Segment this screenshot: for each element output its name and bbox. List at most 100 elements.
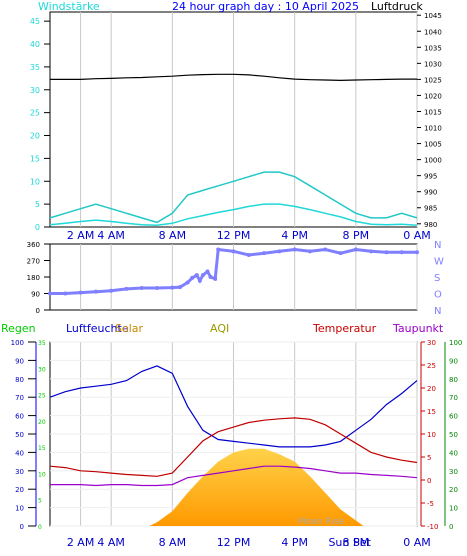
pressure-tick-label: 1015: [424, 108, 442, 116]
climate-x-tick-label: 0 AM: [403, 536, 431, 549]
direction-tick-label: 270: [27, 258, 40, 266]
label-temperature: Temperatur: [312, 322, 377, 335]
pressure-tick-label: 1000: [424, 157, 442, 165]
pressure-tick-label: 1045: [424, 12, 442, 20]
wind-x-tick-label: 2 AM: [67, 229, 95, 242]
temperature-line: [49, 417, 418, 477]
wind-direction-point: [170, 285, 175, 290]
wind-direction-point: [185, 280, 190, 285]
wind-direction-point: [200, 273, 205, 278]
humidity-tick-label: 80: [15, 376, 24, 384]
dewpoint-tick-label: 100: [449, 339, 462, 347]
dewpoint-tick-label: 40: [449, 449, 458, 457]
humidity-tick-label: 100: [11, 339, 24, 347]
direction-tick-label: 90: [31, 291, 40, 299]
wind-direction-point: [323, 247, 328, 252]
wind-direction-point: [48, 291, 52, 296]
wind-direction-point: [307, 249, 312, 254]
humidity-tick-label: 60: [15, 413, 24, 421]
climate-x-tick-label: 4 PM: [281, 536, 308, 549]
wind-direction-point: [194, 273, 199, 278]
rain-tick-label: 30: [38, 366, 46, 373]
humidity-tick-label: 90: [15, 357, 24, 365]
wind-direction-point: [262, 251, 267, 256]
wind-direction-line: [50, 247, 417, 295]
rain-tick-label: 10: [38, 471, 46, 478]
humidity-tick-label: 40: [15, 449, 24, 457]
pressure-tick-label: 1005: [424, 141, 442, 149]
humidity-tick-label: 30: [15, 468, 24, 476]
pressure-tick-label: 1020: [424, 92, 442, 100]
climate-series: [49, 365, 418, 526]
direction-tick-label: 180: [27, 274, 40, 282]
wind-tick-label: 35: [30, 63, 40, 72]
pressure-axis: 980 985 990 995 1000 1005 1010 1015 1020 1025 1030…: [417, 12, 442, 229]
wind-axis-label: Windstärke: [38, 0, 100, 13]
direction-degree-axis: 0 90 180 270 360: [27, 241, 50, 315]
wind-speed-line: [49, 203, 418, 226]
wind-direction-point: [208, 275, 213, 279]
climate-x-tick-label: Sun Set: [328, 536, 371, 549]
wind-direction-point: [292, 247, 297, 252]
temperature-tick-label: 20: [427, 385, 436, 393]
wind-direction-point: [399, 250, 404, 255]
temperature-tick-label: 0: [427, 477, 431, 485]
wind-direction-point: [205, 269, 210, 274]
wind-x-tick-label: 8 AM: [159, 229, 187, 242]
wind-pressure-series: [49, 73, 418, 226]
wind-tick-label: 10: [30, 177, 40, 186]
wind-direction-point: [338, 251, 343, 256]
wind-direction-point: [277, 249, 282, 254]
label-rain: Regen: [1, 322, 36, 335]
pressure-tick-label: 1040: [424, 28, 442, 36]
wind-tick-label: 45: [30, 17, 40, 26]
compass-label: N: [434, 306, 441, 317]
humidity-tick-label: 0: [20, 523, 24, 531]
dewpoint-tick-label: 0: [449, 523, 453, 531]
wind-direction-point: [384, 250, 389, 255]
wind-direction-point: [78, 290, 83, 295]
wind-tick-label: 30: [30, 86, 40, 95]
label-solar: Solar: [115, 322, 144, 335]
wind-x-tick-label: 4 PM: [281, 229, 308, 242]
dewpoint-tick-label: 10: [449, 505, 458, 513]
direction-series: [48, 247, 419, 296]
climate-grid: [50, 341, 418, 527]
wind-direction-point: [197, 278, 202, 283]
dewpoint-tick-label: 80: [449, 376, 458, 384]
rain-tick-label: 0: [38, 524, 42, 531]
solar-area: [149, 448, 364, 526]
pressure-tick-label: 990: [424, 189, 437, 197]
label-humidity: Luftfeuchte: [66, 322, 129, 335]
dewpoint-line: [50, 465, 418, 487]
chart-title: 24 hour graph day : 10 April 2025: [172, 0, 359, 13]
wind-tick-label: 40: [30, 40, 40, 49]
moon-rise-label: Moon Rise: [298, 517, 345, 527]
compass-label: W: [434, 257, 444, 268]
dewpoint-tick-label: 90: [449, 357, 458, 365]
temperature-tick-label: -5: [427, 500, 434, 508]
dewpoint-tick-label: 60: [449, 413, 458, 421]
dewpoint-tick-label: 30: [449, 468, 458, 476]
dewpoint-tick-label: 50: [449, 431, 458, 439]
climate-x-tick-label: 2 AM: [67, 536, 95, 549]
wind-x-tick-label: 0 AM: [403, 229, 431, 242]
wind-direction-point: [369, 249, 374, 254]
wind-direction-point: [177, 285, 182, 290]
wind-direction-point: [353, 247, 358, 252]
wind-direction-point: [124, 286, 129, 291]
wind-x-tick-label: 4 AM: [97, 229, 125, 242]
wind-direction-point: [415, 250, 419, 255]
humidity-tick-label: 50: [15, 431, 24, 439]
label-dewpoint: Taupunkt: [392, 322, 444, 335]
wind-tick-label: 5: [35, 200, 40, 209]
climate-x-tick-label: 8 AM: [159, 536, 187, 549]
rain-tick-label: 15: [38, 445, 46, 452]
wind-direction-point: [109, 288, 114, 293]
compass-label: N: [434, 240, 441, 251]
climate-axes: 010203040506070809010005101520253035-10-…: [11, 339, 463, 531]
wind-direction-point: [246, 253, 251, 257]
